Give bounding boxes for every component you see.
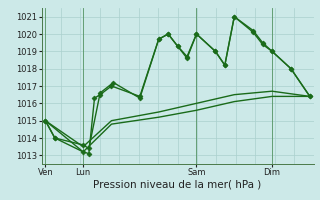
X-axis label: Pression niveau de la mer( hPa ): Pression niveau de la mer( hPa ) — [93, 180, 262, 190]
